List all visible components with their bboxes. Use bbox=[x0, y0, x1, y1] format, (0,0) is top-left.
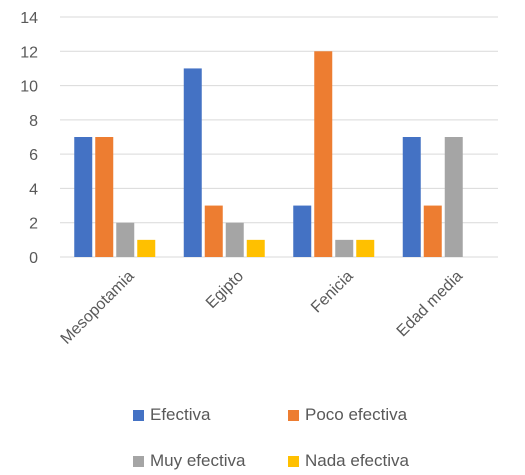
bar-efectiva-fenicia bbox=[293, 205, 312, 257]
bar-muy-efectiva-edad-media bbox=[444, 137, 463, 257]
legend-item-muy-efectiva: Muy efectiva bbox=[133, 451, 245, 471]
legend-swatch-nada-efectiva bbox=[288, 455, 299, 467]
x-axis-tick-labels: Mesopotamia Egipto Fenicia Edad media bbox=[58, 268, 467, 348]
legend-swatch-efectiva bbox=[133, 409, 144, 421]
bar-nada-efectiva-mesopotamia bbox=[137, 239, 156, 257]
legend-swatch-muy-efectiva bbox=[133, 455, 144, 467]
legend-row-1: Efectiva Poco efectiva bbox=[0, 405, 525, 429]
bar-muy-efectiva-fenicia bbox=[335, 239, 354, 257]
bar-poco-efectiva-edad-media bbox=[423, 205, 442, 257]
bar-efectiva-mesopotamia bbox=[74, 137, 93, 257]
legend-label-nada-efectiva: Nada efectiva bbox=[305, 451, 409, 470]
bar-muy-efectiva-mesopotamia bbox=[116, 222, 135, 257]
bar-efectiva-edad-media bbox=[402, 137, 421, 257]
bar-nada-efectiva-fenicia bbox=[356, 239, 375, 257]
bar-poco-efectiva-mesopotamia bbox=[95, 137, 114, 257]
bar-chart: 0 2 4 6 8 10 12 14 Mesopotamia Egipto Fenicia Edad… bbox=[20, 10, 498, 348]
y-tick-label: 8 bbox=[29, 113, 38, 130]
legend-item-nada-efectiva: Nada efectiva bbox=[288, 451, 409, 471]
y-tick-label: 14 bbox=[20, 10, 38, 27]
x-tick-label-edad-media: Edad media bbox=[394, 268, 466, 340]
bar-efectiva-egipto bbox=[183, 68, 202, 257]
bar-nada-efectiva-egipto bbox=[246, 239, 265, 257]
y-tick-label: 0 bbox=[29, 250, 38, 267]
bar-poco-efectiva-egipto bbox=[204, 205, 223, 257]
bar-muy-efectiva-egipto bbox=[225, 222, 244, 257]
x-tick-label-fenicia: Fenicia bbox=[308, 268, 357, 317]
legend-item-poco-efectiva: Poco efectiva bbox=[288, 405, 407, 425]
y-tick-label: 4 bbox=[29, 181, 38, 198]
legend-label-efectiva: Efectiva bbox=[150, 405, 211, 424]
y-tick-label: 12 bbox=[20, 44, 38, 61]
y-tick-label: 2 bbox=[29, 216, 38, 233]
legend-label-muy-efectiva: Muy efectiva bbox=[150, 451, 246, 470]
legend-row-2: Muy efectiva Nada efectiva bbox=[0, 451, 525, 475]
x-tick-label-mesopotamia: Mesopotamia bbox=[58, 268, 138, 348]
bar-poco-efectiva-fenicia bbox=[314, 51, 333, 258]
y-tick-label: 6 bbox=[29, 147, 38, 164]
y-tick-label: 10 bbox=[20, 79, 38, 96]
legend-label-poco-efectiva: Poco efectiva bbox=[305, 405, 408, 424]
y-axis-tick-labels: 0 2 4 6 8 10 12 14 bbox=[20, 10, 38, 267]
legend-item-efectiva: Efectiva bbox=[133, 405, 210, 425]
x-tick-label-egipto: Egipto bbox=[203, 268, 247, 312]
legend-swatch-poco-efectiva bbox=[288, 409, 299, 421]
bars bbox=[74, 51, 463, 258]
